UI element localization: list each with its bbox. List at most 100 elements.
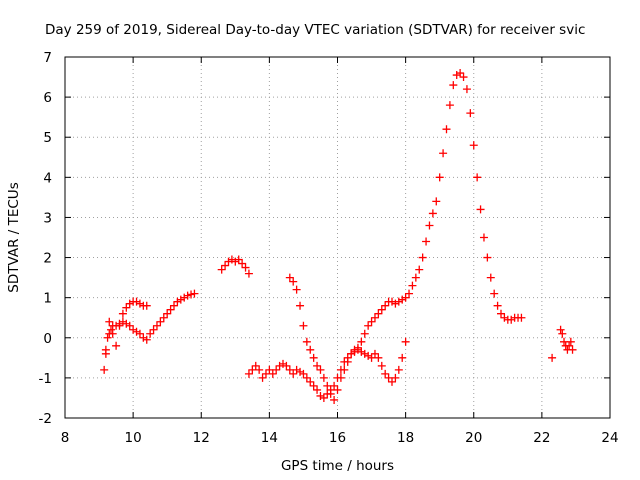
data-point [367,317,376,326]
y-tick-label: 4 [43,170,52,186]
data-point [231,257,240,266]
data-point [122,319,131,328]
data-point [556,325,565,334]
data-point [425,221,434,230]
data-point [142,335,151,344]
data-point [176,295,185,304]
data-point [248,365,257,374]
data-point [265,365,274,374]
data-point [336,373,345,382]
x-tick-label: 14 [261,430,278,446]
data-point [500,313,509,322]
data-point [388,377,396,386]
y-tick-label: -2 [39,411,52,427]
data-point [490,289,499,298]
data-point [180,293,189,302]
series-group [548,325,577,362]
data-point [449,81,458,90]
data-point [408,281,417,290]
data-point [105,317,114,326]
data-point [401,337,410,346]
data-point [285,365,294,374]
data-point [279,359,287,368]
y-tick-label: 1 [43,291,52,307]
data-point [394,297,403,306]
data-point [483,253,492,262]
data-point [493,301,502,310]
data-point [190,289,199,298]
data-point [377,305,386,314]
data-point [340,365,349,374]
data-point [238,259,247,268]
data-point [309,381,318,390]
data-point [381,301,390,310]
data-point [435,173,444,182]
data-point [360,329,369,338]
data-point [125,299,134,308]
x-tick-label: 20 [465,430,482,446]
data-point [282,361,291,370]
data-point [364,321,373,330]
data-point [309,353,318,362]
data-point [149,325,158,334]
data-point [326,389,335,398]
y-tick-label: -1 [39,371,52,387]
y-tick-label: 5 [43,130,52,146]
data-point [374,309,383,318]
x-tick-label: 8 [61,430,70,446]
y-tick-label: 6 [43,90,52,106]
data-point [333,385,342,394]
data-point [330,381,339,390]
x-tick-label: 10 [125,430,142,446]
data-point [221,261,230,270]
x-axis-title: GPS time / hours [281,458,394,474]
data-point [466,109,475,118]
data-point [101,349,110,358]
data-point [251,361,260,370]
data-point [398,295,407,304]
data-point [170,301,178,310]
series-group [244,337,410,402]
data-point [241,263,250,272]
data-point [330,395,339,404]
data-point [244,369,253,378]
data-point [462,85,471,94]
data-point [476,205,485,214]
data-point [106,325,115,334]
data-point [418,253,427,262]
data-point [296,367,305,376]
data-point [156,317,165,326]
data-point [313,361,322,370]
data-point [486,273,495,282]
data-point [187,290,196,299]
data-point [268,369,277,378]
data-point [234,255,243,264]
data-point [244,269,253,278]
data-point [558,329,567,338]
data-point [227,255,236,264]
y-tick-label: 0 [43,331,52,347]
data-point [118,309,127,318]
data-point [224,257,233,266]
data-point [432,197,441,206]
data-point [381,369,390,378]
data-point [442,125,451,134]
data-point [566,337,575,346]
data-point [384,373,393,382]
data-point [183,291,192,300]
data-point [289,277,298,286]
x-tick-label: 18 [397,430,414,446]
data-point [428,209,437,218]
data-point [394,365,403,374]
data-point [319,393,328,402]
data-point [125,321,134,330]
points-layer [100,69,577,404]
data-point [398,353,407,362]
data-point [479,233,488,242]
data-point [275,361,284,370]
data-point [343,357,352,366]
data-point [370,349,379,358]
data-point [422,237,431,246]
